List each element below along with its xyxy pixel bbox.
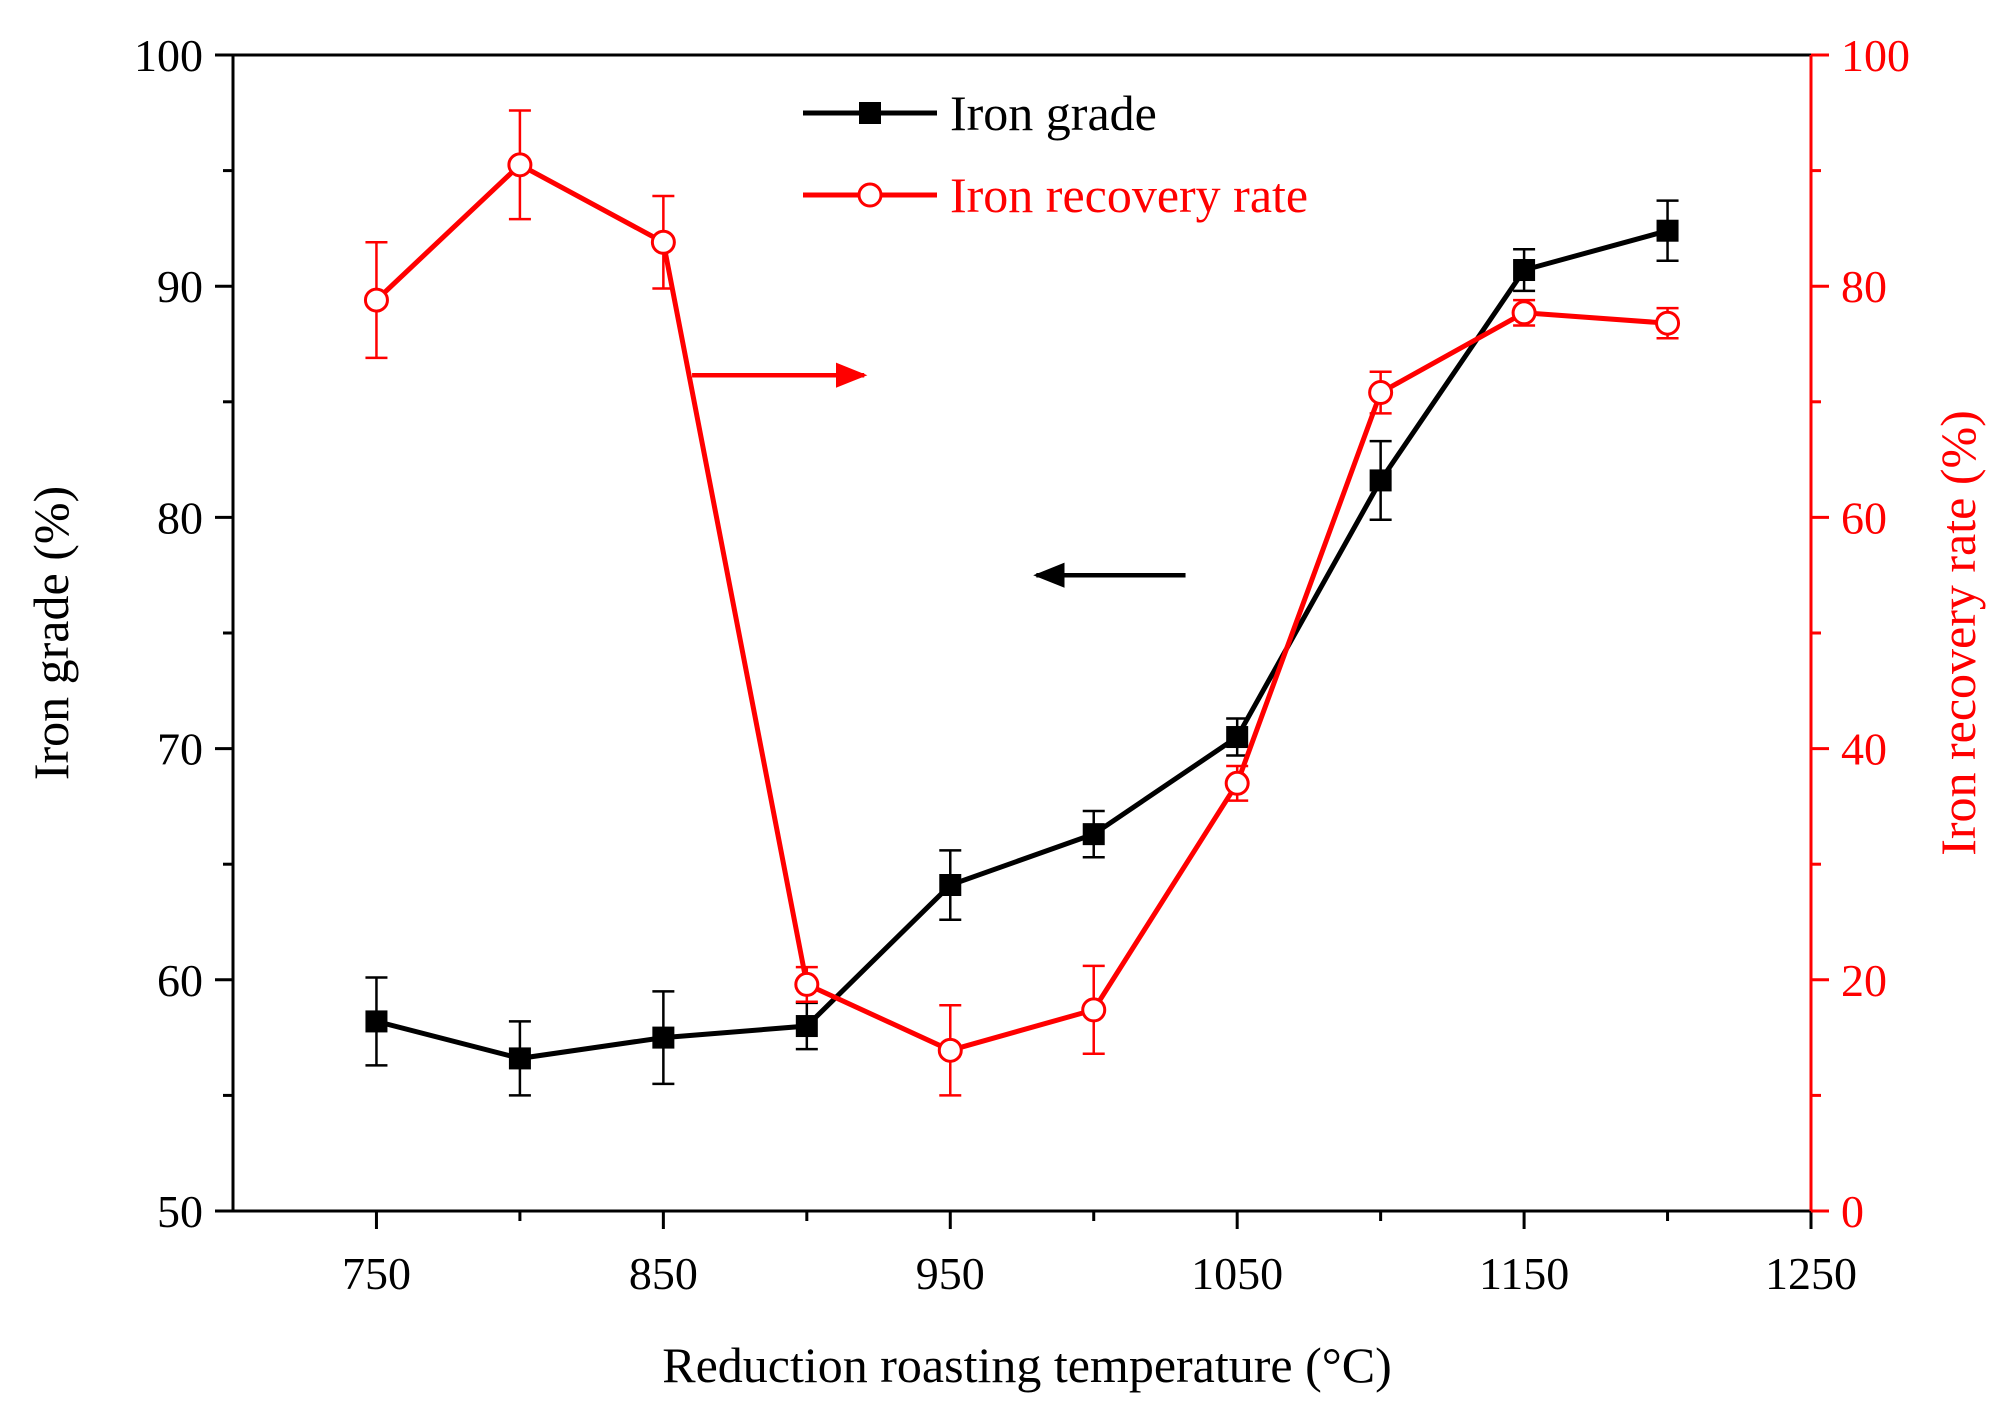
data-point-iron-recovery (1368, 380, 1394, 406)
data-point-iron-recovery (1081, 997, 1107, 1023)
y-right-tick-label: 80 (1841, 261, 1887, 312)
y-right-tick-label: 60 (1841, 492, 1887, 543)
data-point-iron-recovery (507, 152, 533, 178)
data-point-iron-recovery (363, 287, 389, 313)
data-point-iron-recovery (1224, 770, 1250, 796)
data-point-iron-recovery (650, 229, 676, 255)
y-right-tick-label: 0 (1841, 1186, 1864, 1237)
data-point-iron-grade (939, 874, 962, 897)
data-point-iron-grade (795, 1015, 818, 1038)
data-point-iron-grade (365, 1010, 388, 1033)
data-point-iron-recovery (1655, 310, 1681, 336)
y-left-tick-label: 90 (157, 261, 203, 312)
y-left-tick-label: 70 (157, 724, 203, 775)
data-point-iron-recovery (937, 1037, 963, 1063)
legend-label: Iron recovery rate (950, 167, 1308, 223)
data-point-iron-grade (508, 1047, 531, 1070)
y-left-tick-label: 100 (134, 30, 203, 81)
y-left-tick-label: 50 (157, 1186, 203, 1237)
data-point-iron-grade (1513, 259, 1536, 282)
y-right-tick-label: 20 (1841, 955, 1887, 1006)
x-tick-label: 750 (342, 1248, 411, 1299)
data-point-iron-grade (1082, 823, 1105, 846)
data-point-iron-recovery (1511, 300, 1537, 326)
x-tick-label: 1150 (1479, 1248, 1569, 1299)
x-tick-label: 1250 (1765, 1248, 1857, 1299)
y-right-axis-title: Iron recovery rate (%) (1930, 410, 1986, 856)
y-left-tick-label: 80 (157, 492, 203, 543)
y-right-tick-label: 40 (1841, 724, 1887, 775)
data-point-iron-recovery (794, 971, 820, 997)
x-tick-label: 950 (916, 1248, 985, 1299)
legend-marker-circle (857, 182, 883, 208)
series-line-iron-grade (375, 228, 1669, 1061)
y-left-axis-title: Iron grade (%) (23, 486, 79, 780)
data-point-iron-grade (652, 1026, 675, 1049)
data-point-iron-grade (1369, 469, 1392, 492)
data-point-iron-grade (1656, 219, 1679, 242)
x-tick-label: 850 (629, 1248, 698, 1299)
y-left-tick-label: 60 (157, 955, 203, 1006)
x-axis-title: Reduction roasting temperature (°C) (662, 1337, 1392, 1393)
data-point-iron-grade (1226, 726, 1249, 749)
x-tick-label: 1050 (1191, 1248, 1283, 1299)
legend-label: Iron grade (950, 85, 1157, 141)
series-line-iron-recovery (374, 161, 1668, 1053)
y-right-tick-label: 100 (1841, 30, 1910, 81)
legend-marker-square (859, 102, 881, 124)
